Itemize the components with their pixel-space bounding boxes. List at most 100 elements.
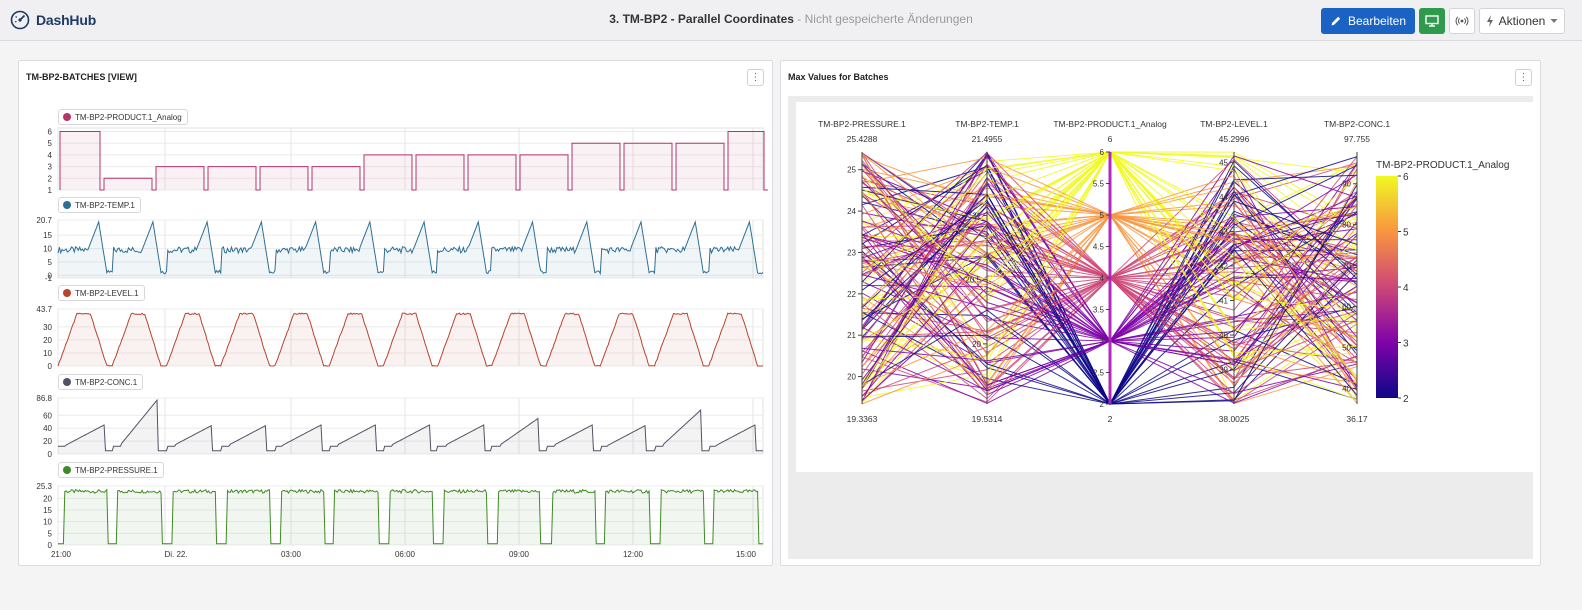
series-area [58, 489, 763, 545]
x-tick-label: 06:00 [395, 550, 416, 559]
y-tick-label: 15 [43, 231, 52, 240]
y-tick-label: 43.7 [36, 305, 52, 314]
axis-tick-label: 20 [847, 373, 856, 382]
colorbar-title: TM-BP2-PRODUCT.1_Analog [1376, 160, 1509, 171]
axis-tick-label: 21 [972, 212, 981, 221]
chart-2[interactable]: 43.7 30 20 10 0 [36, 305, 764, 371]
axis-tick-label: 21 [847, 331, 856, 340]
live-mode-button[interactable] [1449, 8, 1475, 34]
axis-2[interactable]: TM-BP2-PRODUCT.1_Analog 6 2 6 5.5 5 4.5 4 3.5 3 2.… [1053, 119, 1167, 424]
panel-menu-button[interactable]: ⋮ [1515, 69, 1532, 86]
series-area [58, 313, 763, 366]
axis-label: TM-BP2-PRODUCT.1_Analog [1053, 119, 1167, 129]
y-tick-label: 10 [43, 518, 52, 527]
axis-tick-label: 39 [1219, 366, 1228, 375]
legend-level[interactable]: TM-BP2-LEVEL.1 [58, 285, 145, 301]
series-line [57, 219, 764, 276]
monitor-icon [1425, 15, 1439, 27]
y-tick-label: 5 [48, 529, 53, 538]
chart-1[interactable]: 20.7 15 10 5 0-1 [36, 216, 764, 283]
axis-tick-label: 6 [1100, 148, 1105, 157]
actions-label: Aktionen [1498, 14, 1546, 28]
axis-min-label: 19.3363 [847, 414, 878, 424]
colorbar-tick-label: 4 [1403, 283, 1409, 294]
axis-max-label: 21.4955 [972, 134, 1003, 144]
axis-tick-label: 45 [1219, 158, 1228, 167]
parallel-coordinates-chart[interactable]: TM-BP2-PRESSURE.125.428819.3363252423222… [0, 0, 1582, 570]
axis-tick-label: 43 [1219, 227, 1228, 236]
y-tick-label: 5 [48, 258, 53, 267]
colorbar-tick-label: 6 [1403, 172, 1409, 183]
axis-tick-label: 5.5 [1093, 180, 1105, 189]
axis-min-label: 36.17 [1346, 414, 1368, 424]
axis-tick-label: 60 [1342, 302, 1351, 311]
colorbar-tick-label: 2 [1403, 394, 1409, 405]
chevron-down-icon [1550, 19, 1558, 23]
axis-label: TM-BP2-TEMP.1 [955, 119, 1019, 129]
colorbar-tick-label: 5 [1403, 228, 1409, 239]
series-line [57, 312, 763, 367]
legend-product[interactable]: TM-BP2-PRODUCT.1_Analog [58, 109, 188, 125]
y-tick-label: 5 [48, 139, 53, 148]
series-color-dot [63, 201, 71, 209]
series-line [58, 398, 763, 452]
axis-tick-label: 41 [1219, 296, 1228, 305]
y-tick-label: 0 [48, 450, 53, 459]
axis-tick-label: 3.5 [1093, 306, 1105, 315]
axis-1[interactable]: TM-BP2-TEMP.1 21.4955 19.5314 21 20.5 20 [955, 119, 1019, 424]
x-tick-label: 12:00 [623, 550, 644, 559]
chart-4[interactable]: 25.3 20 15 10 5 0 [36, 482, 764, 550]
axis-label: TM-BP2-LEVEL.1 [1200, 119, 1268, 129]
axis-max-label: 6 [1108, 134, 1113, 144]
axis-tick-label: 5 [1100, 211, 1105, 220]
axis-0[interactable]: TM-BP2-PRESSURE.1 25.4288 19.3363 25 24 23 22 2… [818, 119, 906, 424]
colorbar-tick-label: 3 [1403, 339, 1409, 350]
series-color-dot [63, 289, 71, 297]
y-tick-label: 25.3 [36, 482, 52, 491]
time-series-charts[interactable]: 65432120.7151050-143.7302010086.86040200… [0, 0, 780, 570]
legend-temp[interactable]: TM-BP2-TEMP.1 [58, 197, 141, 213]
x-tick-label: 15:00 [736, 550, 757, 559]
axis-tick-label: 2 [1100, 400, 1105, 409]
axis-tick-label: 25 [847, 166, 856, 175]
y-tick-label: 86.8 [36, 394, 52, 403]
edit-button-label: Bearbeiten [1347, 14, 1407, 28]
actions-dropdown[interactable]: Aktionen [1479, 8, 1565, 34]
y-tick-label: 3 [48, 163, 53, 172]
presentation-mode-button[interactable] [1419, 8, 1445, 34]
edit-button[interactable]: Bearbeiten [1321, 8, 1415, 34]
axis-4[interactable]: TM-BP2-CONC.1 97.755 36.17 90 80 70 60 50 40 [1324, 119, 1390, 424]
legend-label: TM-BP2-CONC.1 [75, 377, 138, 387]
y-tick-label: 6 [48, 128, 53, 137]
axis-tick-label: 24 [847, 207, 856, 216]
panel-menu-button[interactable]: ⋮ [747, 69, 764, 86]
series-line [58, 488, 763, 545]
y-tick-label: -1 [45, 274, 53, 283]
axis-3[interactable]: TM-BP2-LEVEL.1 45.2996 38.0025 45 44 43 42 41 40… [1200, 119, 1268, 424]
x-tick-label: 21:00 [51, 550, 72, 559]
axis-tick-label: 40 [1342, 384, 1351, 393]
legend-conc[interactable]: TM-BP2-CONC.1 [58, 374, 144, 390]
y-tick-label: 0 [48, 271, 53, 280]
axis-max-label: 45.2996 [1219, 134, 1250, 144]
logo[interactable]: DashHub [10, 9, 96, 31]
y-tick-label: 4 [48, 151, 53, 160]
y-tick-label: 0 [48, 541, 53, 550]
dashboard-gauge-icon [10, 10, 30, 30]
axis-max-label: 97.755 [1344, 134, 1370, 144]
chart-3[interactable]: 86.8 60 40 20 0 [36, 394, 764, 459]
y-tick-label: 10 [43, 245, 52, 254]
series-color-dot [63, 466, 71, 474]
axis-tick-label: 40 [1219, 331, 1228, 340]
axis-min-label: 19.5314 [972, 414, 1003, 424]
axis-tick-label: 23 [847, 248, 856, 257]
axis-tick-label: 90 [1342, 180, 1351, 189]
legend-pressure[interactable]: TM-BP2-PRESSURE.1 [58, 462, 164, 478]
axis-max-label: 25.4288 [847, 134, 878, 144]
y-tick-label: 60 [43, 411, 52, 420]
chart-0[interactable]: 6 5 4 3 2 1 [48, 127, 768, 195]
panel-title: Max Values for Batches [788, 72, 889, 82]
series-area [58, 400, 763, 454]
panel-title: TM-BP2-BATCHES [VIEW] [26, 72, 137, 82]
y-tick-label: 20 [43, 336, 52, 345]
